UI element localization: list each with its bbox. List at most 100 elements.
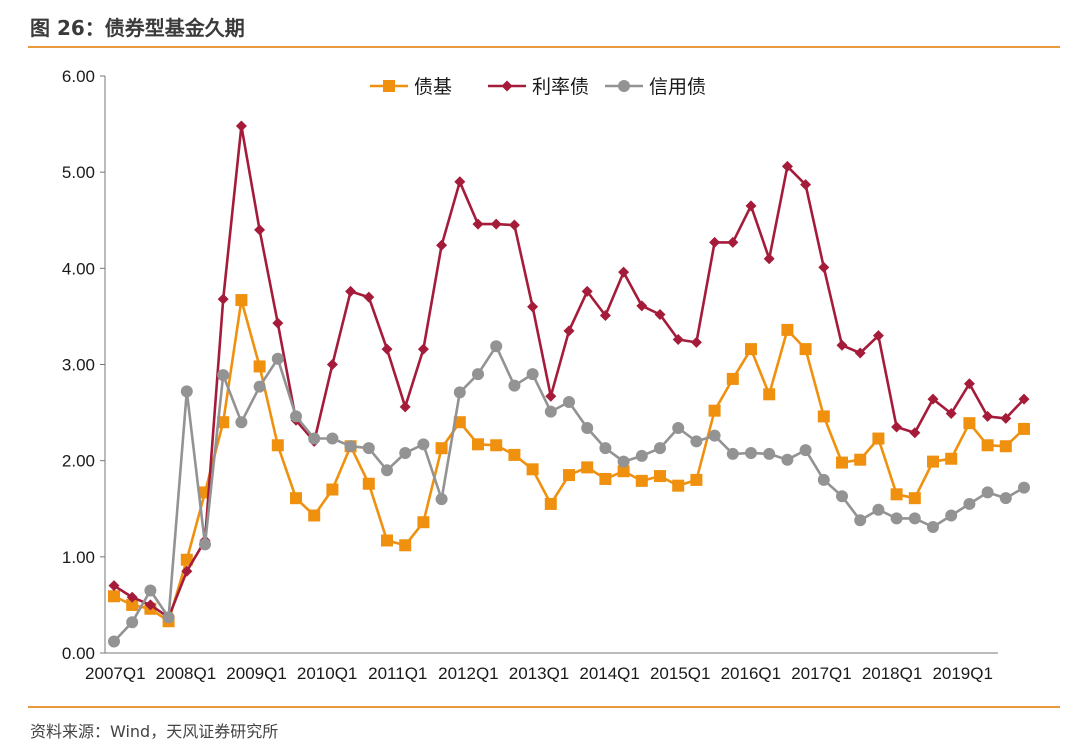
data-point xyxy=(271,352,284,365)
data-point xyxy=(599,442,612,455)
x-tick-label: 2008Q1 xyxy=(156,664,217,683)
data-point xyxy=(817,410,830,423)
data-point xyxy=(727,236,739,248)
data-point xyxy=(927,393,939,405)
data-point xyxy=(290,410,302,423)
data-point xyxy=(836,339,848,351)
series-1 xyxy=(108,294,1030,628)
data-point xyxy=(945,509,958,522)
data-point xyxy=(654,308,666,320)
data-point xyxy=(872,330,884,342)
data-point xyxy=(763,388,776,401)
data-point xyxy=(235,294,248,307)
legend-item-1: 债基 xyxy=(370,76,452,98)
data-point xyxy=(617,465,630,478)
data-point xyxy=(908,512,921,525)
data-point xyxy=(999,440,1012,453)
data-point xyxy=(1018,481,1030,494)
chart-series xyxy=(108,120,1030,648)
data-point xyxy=(326,483,339,496)
data-point xyxy=(162,611,175,624)
data-point xyxy=(800,179,812,191)
data-point xyxy=(781,453,794,466)
figure-title: 图 26：债券型基金久期 xyxy=(30,16,245,40)
data-point xyxy=(635,449,648,462)
data-point xyxy=(709,236,721,248)
data-point xyxy=(672,421,685,434)
bottom-rule xyxy=(28,706,1060,708)
data-point xyxy=(399,446,412,459)
chart-legend: 债基 利率债 信用债 xyxy=(370,76,706,98)
data-point xyxy=(635,474,648,487)
y-tick-label: 3.00 xyxy=(62,356,95,375)
data-point xyxy=(253,360,266,373)
data-point xyxy=(690,473,703,486)
data-point xyxy=(672,479,685,492)
x-tick-label: 2009Q1 xyxy=(226,664,287,683)
data-point xyxy=(581,421,594,434)
data-point xyxy=(144,584,157,597)
data-point xyxy=(417,516,430,529)
data-point xyxy=(108,590,120,603)
source-note: 资料来源：Wind，天风证券研究所 xyxy=(30,722,279,741)
y-tick-label: 5.00 xyxy=(62,163,95,182)
data-point xyxy=(1000,412,1012,424)
data-point xyxy=(908,492,921,505)
data-point xyxy=(326,359,338,370)
data-point xyxy=(144,599,156,611)
legend-marker xyxy=(618,80,630,92)
data-point xyxy=(417,343,429,355)
data-point xyxy=(690,435,703,448)
data-point xyxy=(836,456,848,469)
legend-label: 利率债 xyxy=(532,76,589,98)
x-tick-label: 2012Q1 xyxy=(438,664,499,683)
data-point xyxy=(872,432,885,445)
data-point xyxy=(708,404,721,417)
x-tick-label: 2013Q1 xyxy=(509,664,570,683)
data-point xyxy=(927,455,939,468)
data-point xyxy=(526,463,539,476)
data-point xyxy=(745,343,757,356)
data-point xyxy=(254,224,266,236)
data-point xyxy=(1018,393,1030,405)
data-point xyxy=(763,253,775,265)
x-tick-label: 2017Q1 xyxy=(791,664,852,683)
data-point xyxy=(126,616,139,629)
x-tick-label: 2007Q1 xyxy=(85,664,146,683)
data-point xyxy=(235,120,247,132)
data-point xyxy=(290,492,302,505)
data-point xyxy=(363,291,375,303)
data-point xyxy=(362,442,375,455)
data-point xyxy=(381,343,393,355)
y-tick-label: 1.00 xyxy=(62,548,95,567)
x-tick-label: 2010Q1 xyxy=(297,664,358,683)
data-point xyxy=(982,410,994,422)
y-tick-label: 0.00 xyxy=(62,644,95,663)
data-point xyxy=(672,333,684,345)
data-point xyxy=(235,416,248,429)
data-point xyxy=(927,521,939,534)
x-tick-label: 2018Q1 xyxy=(862,664,923,683)
data-point xyxy=(854,514,867,527)
data-point xyxy=(253,380,266,393)
data-point xyxy=(981,439,994,452)
chart-axes: 0.00 1.00 2.00 3.00 4.00 5.00 6.00 2007Q1 2008Q1… xyxy=(62,67,998,683)
data-point xyxy=(454,176,466,188)
data-point xyxy=(180,553,193,566)
data-point xyxy=(890,512,903,525)
data-point xyxy=(654,442,666,455)
y-tick-label: 4.00 xyxy=(62,259,95,278)
data-point xyxy=(436,239,448,251)
series-line xyxy=(113,124,1025,619)
data-point xyxy=(527,301,539,313)
data-point xyxy=(345,285,357,297)
data-point xyxy=(508,448,521,461)
data-point xyxy=(453,416,466,429)
data-point xyxy=(490,340,503,353)
data-point xyxy=(708,429,721,442)
data-point xyxy=(472,438,484,451)
data-point xyxy=(854,453,867,466)
data-point xyxy=(999,492,1012,505)
data-point xyxy=(745,446,757,459)
